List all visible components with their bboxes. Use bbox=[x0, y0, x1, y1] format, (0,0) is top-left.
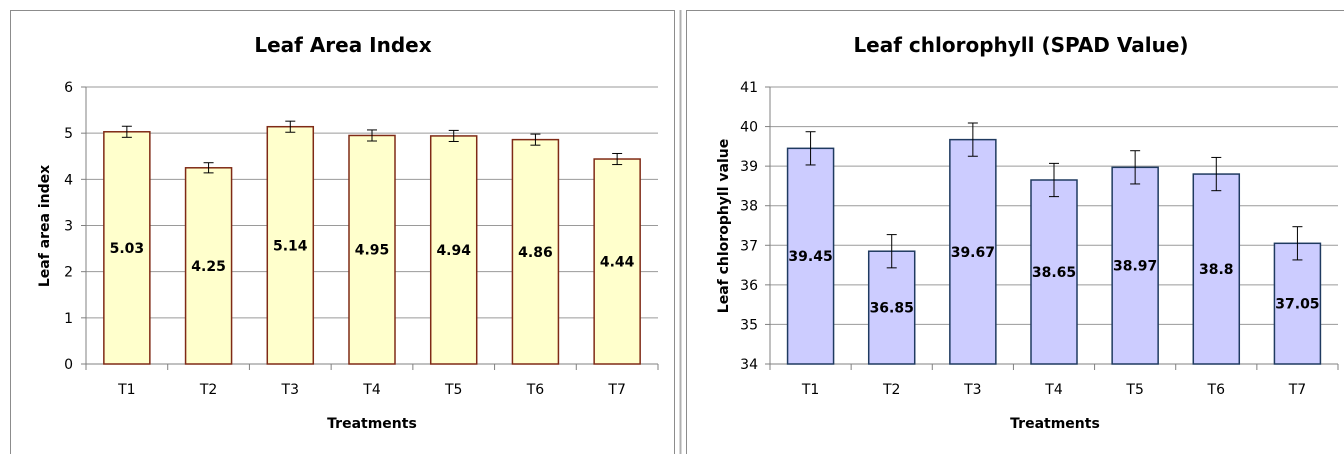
y-tick-label: 2 bbox=[64, 265, 73, 281]
y-tick-label: 40 bbox=[740, 120, 758, 136]
x-tick-label: T4 bbox=[1044, 382, 1063, 398]
data-label: 4.86 bbox=[518, 245, 553, 261]
x-tick-label: T7 bbox=[1288, 382, 1306, 398]
y-tick-label: 39 bbox=[740, 159, 758, 175]
panel-frame-spad bbox=[687, 11, 1344, 455]
chart-title: Leaf chlorophyll (SPAD Value) bbox=[853, 33, 1188, 57]
y-axis-label: Leaf chlorophyll value bbox=[716, 139, 732, 313]
x-tick-label: T6 bbox=[1207, 382, 1226, 398]
data-label: 4.94 bbox=[436, 243, 471, 259]
data-label: 4.95 bbox=[355, 243, 390, 259]
x-tick-label: T3 bbox=[281, 382, 299, 398]
data-label: 39.67 bbox=[951, 245, 995, 261]
y-tick-label: 34 bbox=[740, 357, 758, 373]
data-label: 38.65 bbox=[1032, 265, 1076, 281]
data-label: 4.25 bbox=[191, 259, 226, 275]
x-tick-label: T5 bbox=[444, 382, 462, 398]
x-tick-label: T2 bbox=[199, 382, 217, 398]
y-tick-label: 4 bbox=[64, 172, 73, 188]
data-label: 38.97 bbox=[1113, 259, 1157, 275]
data-label: 37.05 bbox=[1275, 297, 1319, 313]
y-tick-label: 37 bbox=[740, 238, 758, 254]
x-tick-label: T3 bbox=[963, 382, 981, 398]
x-tick-label: T6 bbox=[526, 382, 545, 398]
x-tick-label: T4 bbox=[362, 382, 381, 398]
data-label: 38.8 bbox=[1199, 262, 1234, 278]
x-tick-label: T7 bbox=[607, 382, 625, 398]
y-axis-label: Leaf area index bbox=[37, 165, 53, 287]
data-label: 4.44 bbox=[600, 255, 635, 271]
x-tick-label: T1 bbox=[117, 382, 135, 398]
x-tick-label: T2 bbox=[882, 382, 900, 398]
data-label: 36.85 bbox=[870, 301, 914, 317]
y-tick-label: 35 bbox=[740, 317, 758, 333]
data-label: 39.45 bbox=[788, 249, 832, 265]
data-label: 5.03 bbox=[110, 241, 145, 257]
y-tick-label: 36 bbox=[740, 278, 758, 294]
chart-title: Leaf Area Index bbox=[254, 33, 431, 57]
x-tick-label: T1 bbox=[801, 382, 819, 398]
x-axis-label: Treatments bbox=[1010, 416, 1100, 432]
data-label: 5.14 bbox=[273, 238, 308, 254]
y-tick-label: 3 bbox=[64, 219, 73, 235]
y-tick-label: 6 bbox=[64, 80, 73, 96]
y-tick-label: 0 bbox=[64, 357, 73, 373]
y-tick-label: 38 bbox=[740, 199, 758, 215]
x-axis-label: Treatments bbox=[327, 416, 417, 432]
x-tick-label: T5 bbox=[1125, 382, 1143, 398]
y-tick-label: 5 bbox=[64, 126, 73, 142]
y-tick-label: 1 bbox=[64, 311, 73, 327]
y-tick-label: 41 bbox=[740, 80, 758, 96]
